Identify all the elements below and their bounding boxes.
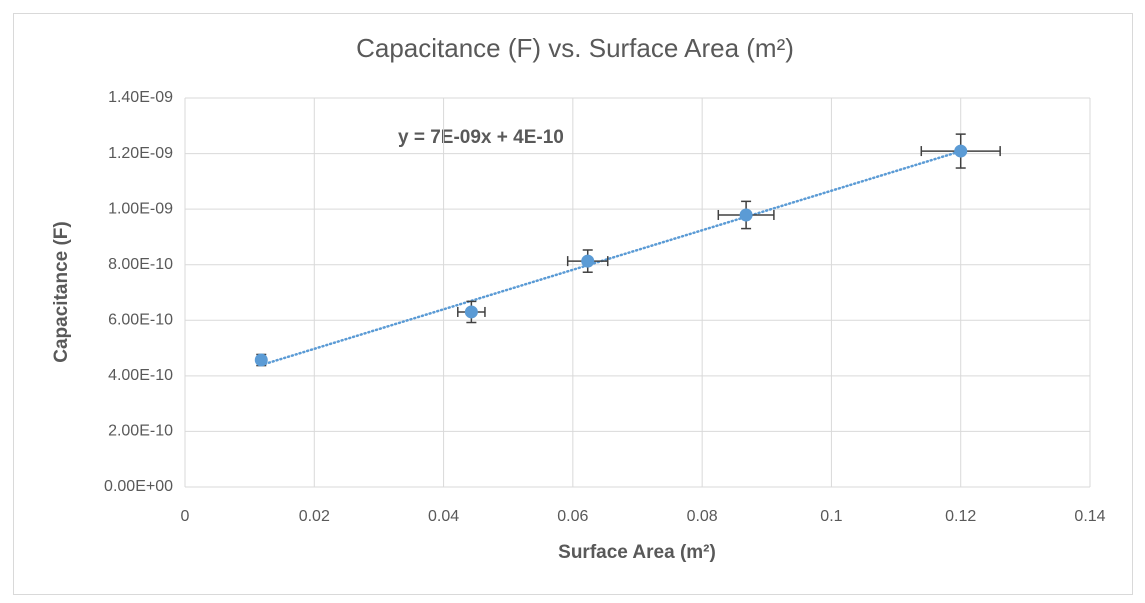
trendline xyxy=(260,149,962,367)
x-tick-label: 0.06 xyxy=(557,508,588,525)
x-tick-label: 0.1 xyxy=(820,508,842,525)
data-point xyxy=(739,208,753,222)
x-tick-label: 0 xyxy=(181,508,190,525)
y-tick-label: 6.00E-10 xyxy=(108,312,173,329)
y-axis-label: Capacitance (F) xyxy=(51,221,72,362)
y-tick-label: 1.20E-09 xyxy=(108,145,173,162)
y-tick-label: 1.40E-09 xyxy=(108,89,173,106)
y-tick-label: 0.00E+00 xyxy=(104,478,173,495)
y-tick-label: 8.00E-10 xyxy=(108,256,173,273)
y-tick-label: 2.00E-10 xyxy=(108,423,173,440)
data-point xyxy=(464,305,478,319)
y-tick-label: 4.00E-10 xyxy=(108,367,173,384)
x-axis-label: Surface Area (m²) xyxy=(558,542,716,563)
y-tick-label: 1.00E-09 xyxy=(108,200,173,217)
data-point xyxy=(954,144,968,158)
trendline-equation: y = 7E-09x + 4E-10 xyxy=(398,127,564,148)
data-point xyxy=(254,353,268,367)
chart-title: Capacitance (F) vs. Surface Area (m²) xyxy=(356,33,794,63)
x-tick-label: 0.14 xyxy=(1074,508,1105,525)
data-point xyxy=(581,254,595,268)
x-tick-label: 0.12 xyxy=(945,508,976,525)
x-tick-label: 0.02 xyxy=(299,508,330,525)
x-tick-label: 0.08 xyxy=(687,508,718,525)
x-tick-label: 0.04 xyxy=(428,508,459,525)
